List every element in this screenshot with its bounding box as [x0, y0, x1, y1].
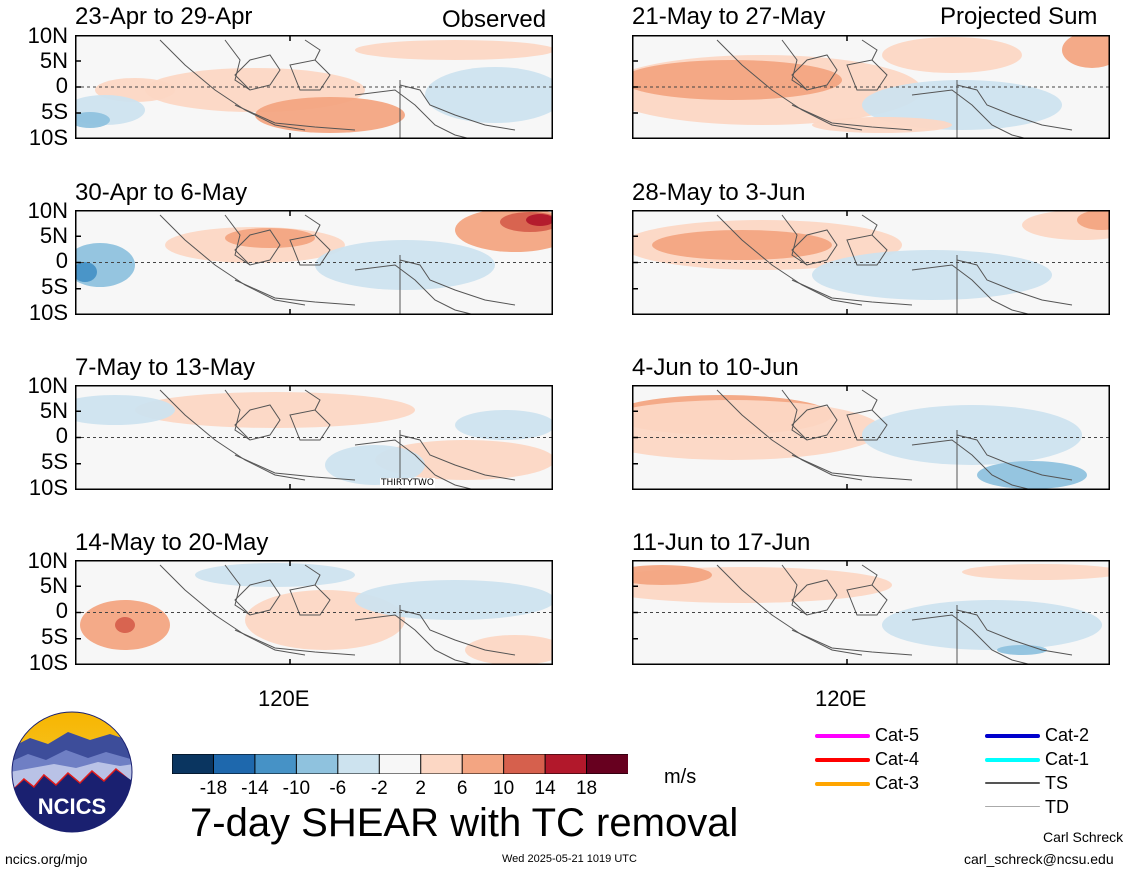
lat-tick-label: 5N — [39, 48, 68, 73]
colorbar-tick-label: -14 — [241, 778, 269, 799]
lat-tick-label: 10S — [28, 650, 68, 675]
lat-tick-label: 0 — [55, 423, 68, 448]
legend-label: Cat-2 — [1045, 725, 1090, 745]
colorbar-unit: m/s — [664, 766, 697, 788]
colorbar-tick-label: -6 — [329, 778, 347, 799]
colorbar-tick-label: -10 — [282, 778, 311, 799]
lat-tick-label: 0 — [55, 73, 68, 98]
legend-label: TS — [1045, 773, 1069, 793]
lat-tick-label: 10N — [27, 548, 68, 573]
colorbar — [172, 754, 628, 774]
colorbar-tick-label: 2 — [415, 778, 426, 799]
panel-title: 4-Jun to 10-Jun — [632, 354, 799, 381]
map-panel — [75, 560, 553, 665]
legend-label: Cat-1 — [1045, 749, 1090, 769]
lat-tick-label: 5N — [39, 223, 68, 248]
legend-swatch — [815, 734, 870, 738]
observed-label: Observed — [442, 6, 547, 33]
legend-label: Cat-5 — [875, 725, 920, 745]
colorbar-swatch — [172, 754, 215, 774]
lat-tick-label: 10S — [28, 300, 68, 325]
map-panel — [75, 35, 553, 139]
colorbar-swatch — [212, 754, 256, 774]
legend-swatch — [815, 758, 870, 762]
panel-title: 11-Jun to 17-Jun — [632, 529, 811, 556]
lat-tick-label: 5N — [39, 398, 68, 423]
main-title: 7-day SHEAR with TC removal — [190, 801, 739, 845]
colorbar-tick-label: -18 — [199, 778, 228, 799]
lon-label: 120E — [258, 686, 310, 711]
author-email[interactable]: carl_schreck@ncsu.edu — [964, 851, 1114, 867]
map-panel — [632, 35, 1110, 139]
lat-tick-label: 5S — [41, 449, 68, 474]
colorbar-tick-label: 10 — [493, 778, 515, 799]
map-panel — [632, 385, 1110, 490]
lat-tick-label: 10N — [27, 23, 68, 48]
legend-swatch — [985, 806, 1040, 807]
legend-swatch — [815, 782, 870, 786]
lat-tick-label: 5N — [39, 573, 68, 598]
colorbar-swatch — [461, 754, 505, 774]
timestamp: Wed 2025-05-21 1019 UTC — [502, 853, 637, 865]
colorbar-tick-label: 14 — [534, 778, 556, 799]
lat-tick-label: 0 — [55, 598, 68, 623]
projected-sum-label: Projected Sum — [940, 3, 1098, 30]
lat-tick-label: 10S — [28, 125, 68, 150]
legend-label: Cat-4 — [875, 749, 920, 769]
colorbar-swatch — [544, 754, 588, 774]
source-url[interactable]: ncics.org/mjo — [5, 851, 88, 867]
legend-label: TD — [1045, 797, 1069, 817]
colorbar-swatch — [295, 754, 339, 774]
colorbar-swatch — [378, 754, 422, 774]
colorbar-swatch — [337, 754, 381, 774]
colorbar-tick-label: -2 — [370, 778, 388, 799]
colorbar-swatch — [254, 754, 298, 774]
panel-title: 7-May to 13-May — [75, 354, 256, 381]
author: Carl Schreck — [1043, 829, 1124, 845]
colorbar-swatch — [586, 754, 628, 774]
colorbar-tick-label: 18 — [575, 778, 598, 799]
colorbar-swatch — [503, 754, 547, 774]
legend-swatch — [985, 758, 1040, 762]
lat-tick-label: 10N — [27, 373, 68, 398]
storm-track-label: THIRTYTWO — [380, 478, 435, 488]
legend-swatch — [985, 782, 1040, 784]
colorbar-swatch — [420, 754, 464, 774]
lat-tick-label: 0 — [55, 248, 68, 273]
legend-swatch — [985, 734, 1040, 738]
map-panel — [632, 560, 1110, 665]
lat-tick-label: 10S — [28, 475, 68, 500]
logo-text: NCICS — [38, 794, 106, 819]
map-panel — [75, 210, 553, 315]
panel-title: 23-Apr to 29-Apr — [75, 3, 253, 30]
lat-tick-label: 10N — [27, 198, 68, 223]
panel-title: 28-May to 3-Jun — [632, 179, 806, 206]
lat-tick-label: 5S — [41, 624, 68, 649]
panel-title: 21-May to 27-May — [632, 3, 826, 30]
lon-label: 120E — [815, 686, 867, 711]
lat-tick-label: 5S — [41, 99, 68, 124]
panel-title: 14-May to 20-May — [75, 529, 269, 556]
lat-tick-label: 5S — [41, 274, 68, 299]
map-panel — [632, 210, 1110, 315]
colorbar-tick-label: 6 — [456, 778, 468, 799]
legend-label: Cat-3 — [875, 773, 920, 793]
ncics-logo: NCICS — [11, 711, 133, 833]
panel-title: 30-Apr to 6-May — [75, 179, 248, 206]
map-panel — [75, 385, 553, 490]
